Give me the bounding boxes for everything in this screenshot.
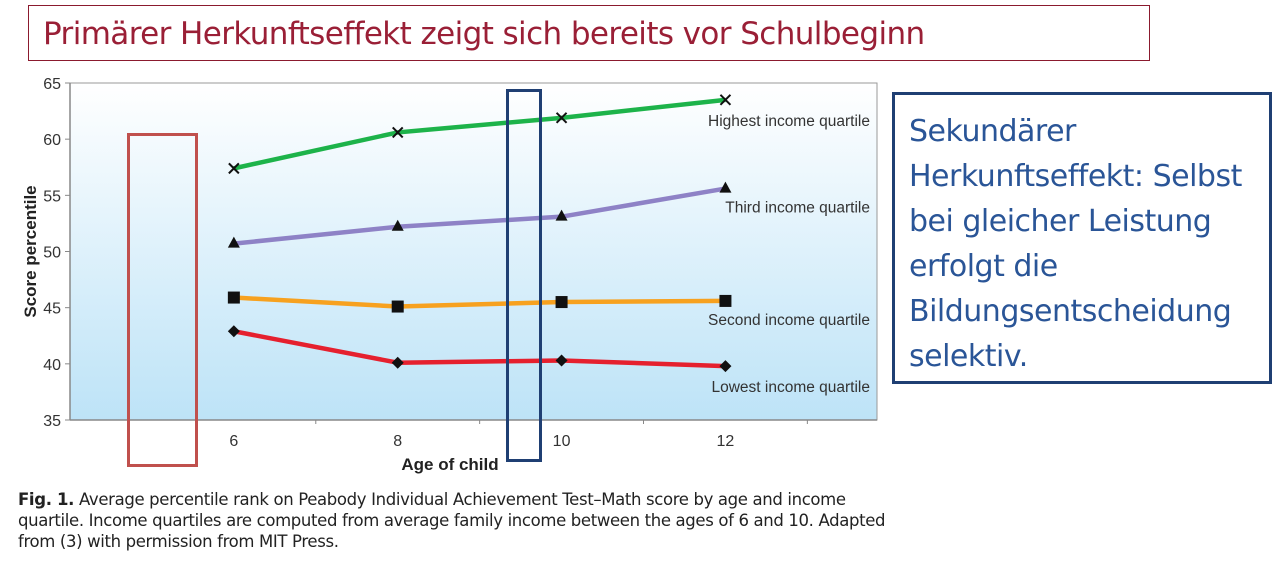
x-tick-label: 10 xyxy=(553,433,571,450)
y-tick-label: 50 xyxy=(43,245,61,262)
data-point-triangle-marker xyxy=(719,181,732,193)
y-tick-label: 45 xyxy=(43,301,61,318)
x-axis-label: Age of child xyxy=(401,455,498,474)
data-point-square-marker xyxy=(555,296,568,309)
x-tick-label: 12 xyxy=(717,433,735,450)
y-tick-label: 40 xyxy=(43,357,61,374)
data-point-diamond-marker xyxy=(227,325,240,338)
y-tick-label: 35 xyxy=(43,413,61,430)
series-label: Lowest income quartile xyxy=(711,379,870,396)
data-point-x-marker xyxy=(228,162,240,175)
data-point-triangle-marker xyxy=(555,209,568,221)
highlight-age-10 xyxy=(506,89,542,462)
caption-label: Fig. 1. xyxy=(18,490,75,509)
data-point-diamond-marker xyxy=(719,360,732,373)
series-label: Second income quartile xyxy=(708,312,870,329)
slide-title: Primärer Herkunftseffekt zeigt sich bere… xyxy=(43,16,925,52)
series-3: Second income quartile xyxy=(227,291,870,329)
data-point-diamond-marker xyxy=(555,354,568,367)
y-tick-label: 60 xyxy=(43,132,61,149)
data-point-square-marker xyxy=(391,300,404,313)
caption-text: Average percentile rank on Peabody Indiv… xyxy=(18,490,886,551)
data-point-diamond-marker xyxy=(391,356,404,369)
data-point-triangle-marker xyxy=(227,236,240,248)
data-point-x-marker xyxy=(392,126,404,139)
series-line xyxy=(233,329,726,369)
x-tick-label: 6 xyxy=(229,433,238,450)
data-point-square-marker xyxy=(227,291,240,304)
highlight-age-6 xyxy=(127,133,198,467)
series-label: Highest income quartile xyxy=(708,113,870,130)
series-line xyxy=(233,97,726,171)
x-tick-label: 8 xyxy=(393,433,402,450)
series-1: Highest income quartile xyxy=(228,94,870,175)
series-label: Third income quartile xyxy=(725,200,870,217)
series-line xyxy=(233,186,726,246)
data-point-x-marker xyxy=(719,94,732,106)
data-point-triangle-marker xyxy=(391,219,404,231)
note-box: Sekundärer Herkunftseffekt: Selbst bei g… xyxy=(892,92,1272,384)
y-axis-label: Score percentile xyxy=(21,185,40,317)
data-point-x-marker xyxy=(555,112,568,124)
series-4: Lowest income quartile xyxy=(227,325,870,396)
note-text: Sekundärer Herkunftseffekt: Selbst bei g… xyxy=(909,114,1242,374)
y-tick-label: 55 xyxy=(43,188,61,205)
data-point-square-marker xyxy=(719,294,732,307)
figure-caption: Fig. 1. Average percentile rank on Peabo… xyxy=(18,489,888,552)
y-tick-label: 65 xyxy=(43,76,61,93)
title-box: Primärer Herkunftseffekt zeigt sich bere… xyxy=(28,5,1150,61)
series-2: Third income quartile xyxy=(227,181,870,248)
series-line xyxy=(233,295,726,309)
line-chart: 35 40 45 50 55 60 65 6 8 10 12 Highest income quar… xyxy=(21,76,878,474)
